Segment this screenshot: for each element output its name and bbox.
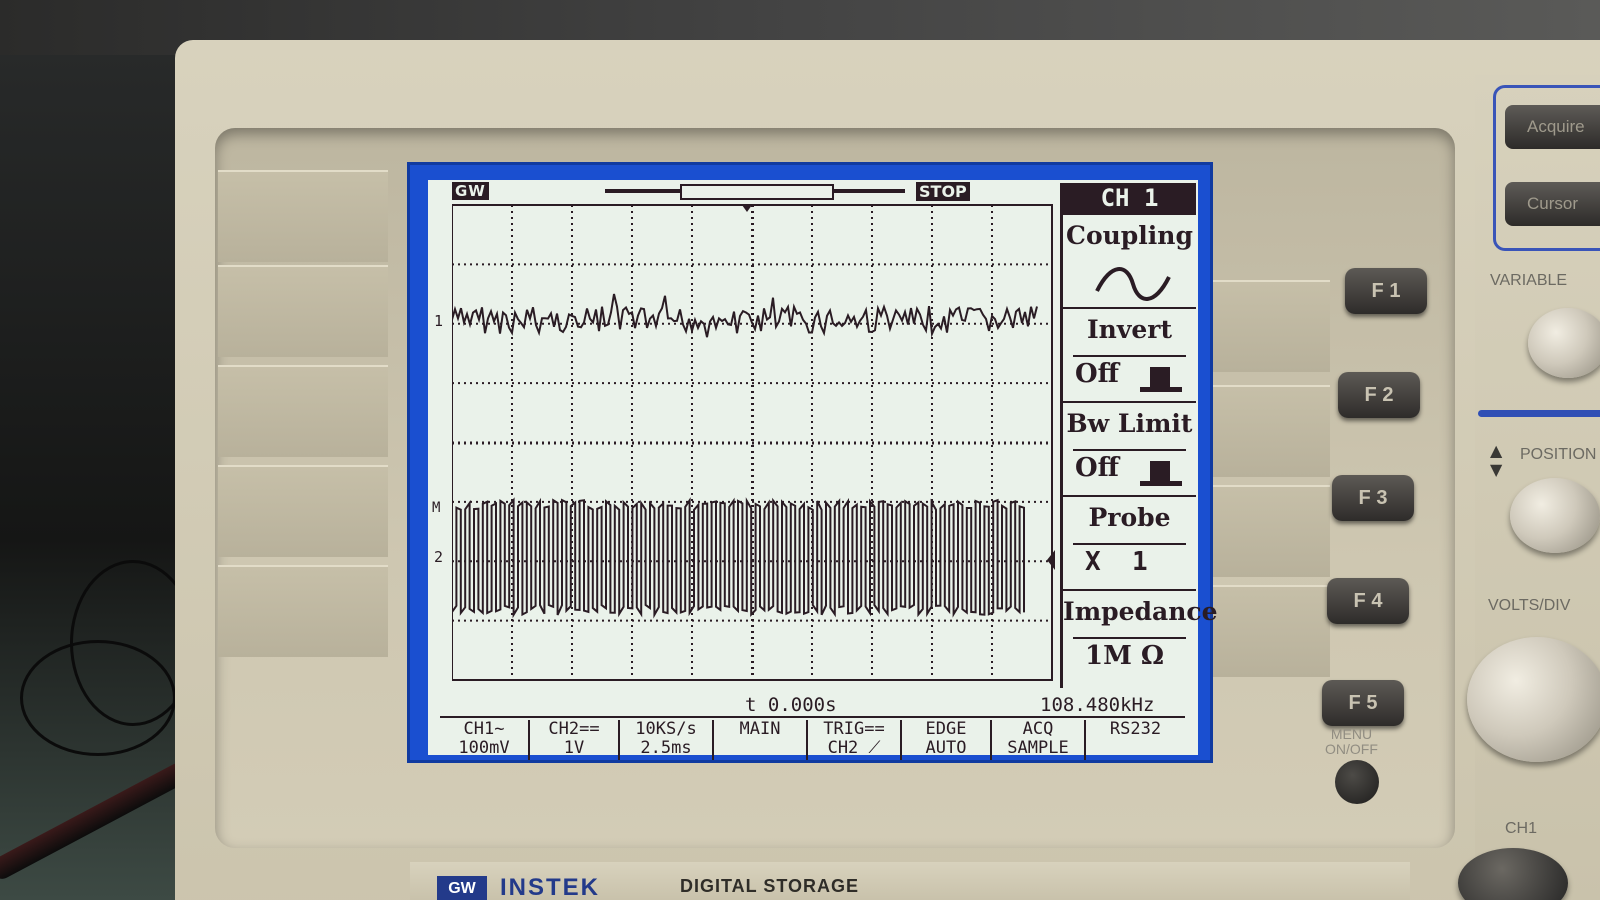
cell-line2: 100mV bbox=[458, 738, 510, 758]
interface-cell: RS232 bbox=[1086, 720, 1185, 760]
acquire-button[interactable]: Acquire bbox=[1505, 105, 1600, 149]
horizontal-mode-cell: MAIN bbox=[714, 720, 808, 760]
cell-line1: CH1~ bbox=[463, 719, 505, 739]
menu-separator bbox=[1073, 449, 1186, 451]
menu-separator bbox=[1073, 543, 1186, 545]
waveform-graticule bbox=[452, 204, 1055, 681]
trigger-marker: M bbox=[432, 500, 441, 516]
product-label: DIGITAL STORAGE bbox=[680, 876, 860, 896]
menu-separator bbox=[1073, 637, 1186, 639]
toggle-off-icon bbox=[1140, 367, 1182, 392]
menu-separator bbox=[1073, 355, 1186, 357]
bezel-slot bbox=[1210, 585, 1330, 677]
front-label-strip bbox=[410, 862, 1410, 900]
up-down-arrows-icon: ▲ ▼ bbox=[1490, 441, 1503, 479]
trigger-mode-cell: EDGE AUTO bbox=[902, 720, 992, 760]
f4-button[interactable]: F 4 bbox=[1327, 578, 1409, 624]
cell-line1: CH2== bbox=[548, 719, 600, 739]
f2-button[interactable]: F 2 bbox=[1338, 372, 1420, 418]
ch1-scale-cell: CH1~ 100mV bbox=[440, 720, 530, 760]
cell-line1: ACQ bbox=[1022, 719, 1054, 739]
menu-onoff-button[interactable] bbox=[1335, 760, 1379, 804]
cell-line2: AUTO bbox=[925, 738, 967, 758]
bezel-slot bbox=[1210, 280, 1330, 372]
menu-item-invert[interactable]: Invert Off bbox=[1063, 307, 1196, 403]
f5-button[interactable]: F 5 bbox=[1322, 680, 1404, 726]
company-name: INSTEK bbox=[500, 874, 601, 900]
menu-item-label: Impedance bbox=[1063, 597, 1218, 626]
menu-item-label: Bw Limit bbox=[1066, 409, 1193, 438]
cell-line2: CH2 ⟋ bbox=[827, 738, 881, 758]
menu-item-probe[interactable]: Probe X 1 bbox=[1063, 495, 1196, 591]
cell-line2: 1V bbox=[563, 738, 585, 758]
time-offset-readout: t 0.000s bbox=[745, 694, 837, 716]
cell-line1: EDGE bbox=[925, 719, 967, 739]
ch1-marker: 1 bbox=[434, 312, 444, 330]
menu-item-impedance[interactable]: Impedance 1M Ω bbox=[1063, 589, 1218, 690]
ch1-trace bbox=[452, 293, 1038, 338]
trigger-level-marker bbox=[1047, 550, 1055, 570]
position-knob[interactable] bbox=[1510, 478, 1600, 553]
f3-button[interactable]: F 3 bbox=[1332, 475, 1414, 521]
ch2-scale-cell: CH2== 1V bbox=[530, 720, 620, 760]
button-group-frame bbox=[1493, 85, 1600, 251]
scope-display bbox=[428, 180, 1198, 755]
bezel-slot bbox=[218, 265, 388, 357]
toggle-off-icon bbox=[1140, 461, 1182, 486]
ch1-bnc-input[interactable] bbox=[1458, 848, 1568, 900]
bezel-slot bbox=[218, 465, 388, 557]
cell-line1: TRIG== bbox=[823, 719, 885, 739]
f1-button[interactable]: F 1 bbox=[1345, 268, 1427, 314]
menu-item-value: Off bbox=[1075, 453, 1119, 483]
variable-label: VARIABLE bbox=[1490, 272, 1568, 289]
gw-logo: GW bbox=[437, 876, 487, 900]
ch2-trace bbox=[452, 497, 1025, 619]
menu-item-label: Invert bbox=[1086, 315, 1173, 344]
timebase-cell: 10KS/s 2.5ms bbox=[620, 720, 714, 760]
settings-info-bar: CH1~ 100mV CH2== 1V 10KS/s 2.5ms MAIN TR… bbox=[440, 716, 1185, 760]
menu-item-bw-limit[interactable]: Bw Limit Off bbox=[1063, 401, 1196, 497]
position-label: POSITION bbox=[1520, 446, 1597, 463]
ch1-input-label: CH1 bbox=[1505, 820, 1538, 837]
volts-div-knob[interactable] bbox=[1467, 637, 1600, 762]
menu-item-value: X 1 bbox=[1085, 547, 1148, 577]
frequency-readout: 108.480kHz bbox=[1040, 694, 1155, 716]
section-divider bbox=[1478, 410, 1600, 417]
run-state-indicator: STOP bbox=[916, 182, 970, 201]
trigger-position-marker bbox=[742, 205, 752, 212]
cell-line1: RS232 bbox=[1109, 719, 1162, 739]
ac-coupling-icon bbox=[1095, 267, 1171, 301]
ch1-menu-panel: CH 1 Coupling Invert Off Bw Limit Off bbox=[1060, 183, 1218, 690]
bezel-slot bbox=[218, 170, 388, 262]
menu-item-label: Probe bbox=[1088, 503, 1171, 532]
acquisition-cell: ACQ SAMPLE bbox=[992, 720, 1086, 760]
bezel-slot bbox=[1210, 385, 1330, 477]
status-row: t 0.000s 108.480kHz bbox=[440, 694, 1185, 716]
ch2-marker: 2 bbox=[434, 548, 444, 566]
bezel-slot bbox=[218, 565, 388, 657]
volts-div-label: VOLTS/DIV bbox=[1488, 597, 1571, 614]
cell-line2: 2.5ms bbox=[640, 738, 692, 758]
variable-knob[interactable] bbox=[1528, 308, 1600, 378]
cell-line1: 10KS/s bbox=[635, 719, 697, 739]
menu-item-value: Off bbox=[1075, 359, 1119, 389]
cell-line1: MAIN bbox=[739, 719, 781, 739]
trigger-source-cell: TRIG== CH2 ⟋ bbox=[808, 720, 902, 760]
menu-onoff-label: MENU ON/OFF bbox=[1325, 726, 1378, 757]
menu-title: CH 1 bbox=[1063, 183, 1196, 213]
bezel-slot bbox=[218, 365, 388, 457]
gw-badge: GW bbox=[452, 182, 489, 200]
menu-item-coupling[interactable]: Coupling bbox=[1063, 213, 1196, 309]
cell-line2: SAMPLE bbox=[1007, 738, 1069, 758]
bezel-slot bbox=[1210, 485, 1330, 577]
memory-window-indicator bbox=[680, 184, 834, 200]
menu-item-label: Coupling bbox=[1066, 221, 1193, 250]
cursor-button[interactable]: Cursor bbox=[1505, 182, 1600, 226]
menu-item-value: 1M Ω bbox=[1085, 641, 1165, 671]
